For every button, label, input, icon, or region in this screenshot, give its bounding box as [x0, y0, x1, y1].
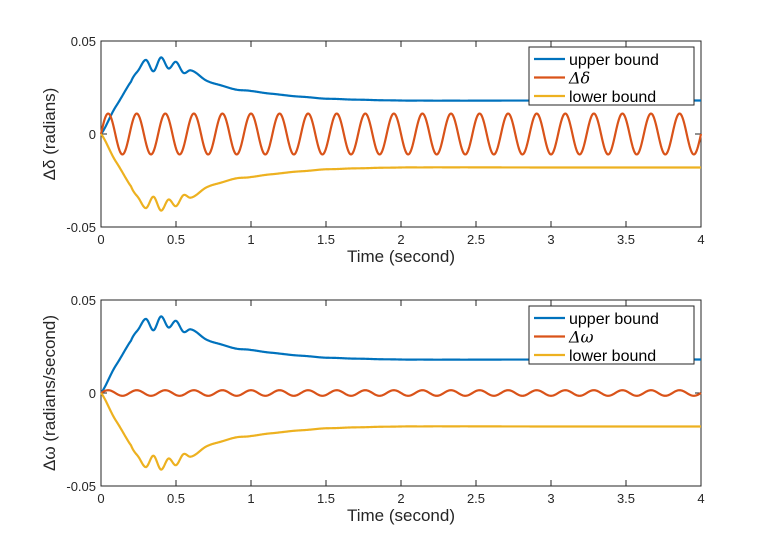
x-axis-label: Time (second): [347, 247, 455, 266]
legend-label: lower bound: [569, 348, 656, 365]
legend-label: upper bound: [569, 52, 659, 69]
series-line-2: [100, 389, 702, 397]
x-tick-label: 3.5: [617, 232, 635, 247]
y-tick-label: 0.05: [71, 34, 96, 49]
x-tick-label: 0.5: [167, 491, 185, 506]
x-tick-label: 0.5: [167, 232, 185, 247]
legend-label: lower bound: [569, 89, 656, 106]
y-tick-label: -0.05: [66, 479, 96, 494]
y-tick-label: 0: [89, 386, 96, 401]
x-tick-label: 2.5: [467, 232, 485, 247]
series-line-3: [100, 133, 702, 212]
series-line-3: [100, 392, 702, 471]
x-tick-label: 1: [247, 232, 254, 247]
series-line-2: [99, 112, 703, 156]
y-tick-label: -0.05: [66, 220, 96, 235]
x-tick-label: 1: [247, 491, 254, 506]
legend-label: upper bound: [569, 311, 659, 328]
x-tick-label: 4: [697, 491, 704, 506]
x-tick-label: 2: [397, 491, 404, 506]
y-axis-label: Δω (radians/second): [40, 315, 59, 471]
x-tick-label: 3.5: [617, 491, 635, 506]
x-tick-label: 3: [547, 232, 554, 247]
x-tick-label: 2: [397, 232, 404, 247]
x-tick-label: 3: [547, 491, 554, 506]
x-tick-label: 0: [97, 491, 104, 506]
y-tick-label: 0.05: [71, 293, 96, 308]
legend-label: Δδ: [568, 69, 590, 88]
y-tick-label: 0: [89, 127, 96, 142]
x-axis-label: Time (second): [347, 506, 455, 525]
legend-label: Δω: [568, 328, 594, 347]
x-tick-label: 1.5: [317, 491, 335, 506]
y-axis-label: Δδ (radians): [40, 88, 59, 181]
x-tick-label: 2.5: [467, 491, 485, 506]
x-tick-label: 0: [97, 232, 104, 247]
x-tick-label: 1.5: [317, 232, 335, 247]
x-tick-label: 4: [697, 232, 704, 247]
